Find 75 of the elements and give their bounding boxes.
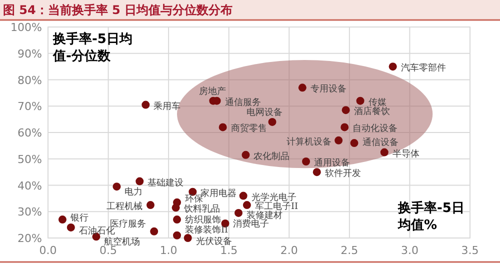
data-label: 农化制品 — [254, 150, 290, 162]
data-label: 电网设备 — [246, 106, 282, 118]
x-tick-label: 1.5 — [220, 244, 238, 257]
x-axis-title: 换手率-5日均值% — [398, 200, 466, 234]
data-label: 通信服务 — [224, 96, 261, 108]
y-tick-label: 100% — [10, 21, 42, 34]
data-label: 饮料乳品 — [182, 204, 220, 215]
data-label: 半导体 — [392, 148, 420, 160]
point — [239, 192, 248, 200]
point — [112, 182, 121, 191]
x-tick-label: 3.5 — [461, 244, 479, 257]
point — [350, 139, 358, 148]
point — [312, 168, 321, 176]
point — [173, 231, 182, 240]
y-tick-label: 90% — [18, 47, 42, 60]
data-label: 电力 — [124, 186, 143, 198]
point — [340, 123, 349, 132]
y-tick-label: 50% — [18, 152, 42, 166]
x-tick-label: 0.0 — [39, 244, 57, 257]
point — [146, 201, 154, 210]
data-label: 传媒 — [368, 96, 386, 108]
data-label: 通用设备 — [314, 158, 350, 169]
point — [242, 150, 250, 159]
data-label: 光伏设备 — [196, 236, 232, 247]
data-label: 自动化设备 — [352, 123, 398, 134]
data-label: 通信设备 — [362, 137, 398, 148]
y-tick-label: 30% — [18, 206, 42, 219]
point — [356, 96, 364, 105]
data-label: 汽车零部件 — [400, 62, 446, 74]
data-label: 消费电子 — [233, 218, 270, 230]
x-tick-label: 2.5 — [340, 244, 358, 257]
point — [388, 62, 397, 71]
y-axis-title: 换手率-5日均值-分位数 — [53, 31, 134, 65]
point — [234, 208, 243, 217]
x-tick-label: 0.5 — [100, 244, 118, 257]
data-label: 酒店餐饮 — [354, 106, 390, 118]
point — [218, 123, 227, 132]
point — [136, 177, 144, 186]
data-label: 软件开发 — [324, 168, 361, 180]
data-label: 商贸零售 — [230, 123, 267, 134]
data-label: 基础建设 — [148, 177, 184, 188]
data-label: 光学光电子 — [251, 192, 296, 203]
x-tick-label: 3.0 — [400, 244, 418, 257]
point — [298, 84, 306, 92]
y-tick-label: 20% — [18, 232, 42, 245]
data-label: 乘用车 — [154, 100, 181, 112]
data-label: 房地产 — [199, 86, 226, 97]
x-tick-label: 1.0 — [160, 244, 178, 257]
data-label: 石油石化 — [78, 225, 115, 236]
y-tick-label: 70% — [18, 100, 42, 114]
point — [380, 148, 388, 156]
y-tick-label: 60% — [18, 126, 42, 140]
data-label: 工程机械 — [106, 201, 142, 212]
data-label: 家用电器 — [200, 188, 237, 199]
point — [173, 216, 182, 224]
point — [242, 201, 251, 210]
point — [342, 106, 350, 114]
data-label: 银行 — [69, 212, 88, 224]
data-label: 专用设备 — [310, 84, 346, 95]
point — [150, 227, 158, 236]
x-tick-label: 2.0 — [280, 244, 298, 257]
point — [172, 204, 180, 212]
point — [142, 100, 150, 109]
point — [268, 118, 276, 126]
data-label: 装修装饰II — [185, 224, 229, 236]
data-label: 计算机设备 — [286, 136, 332, 148]
point — [184, 234, 192, 242]
point — [66, 223, 75, 232]
data-label: 纺织服饰 — [185, 214, 222, 226]
point — [302, 158, 310, 166]
chart-title: 图 54：当前换手率 5 日均值与分位数分布 — [3, 3, 233, 17]
point — [334, 136, 343, 144]
point — [58, 216, 66, 224]
y-tick-label: 40% — [18, 179, 42, 192]
y-tick-label: 80% — [18, 74, 42, 87]
